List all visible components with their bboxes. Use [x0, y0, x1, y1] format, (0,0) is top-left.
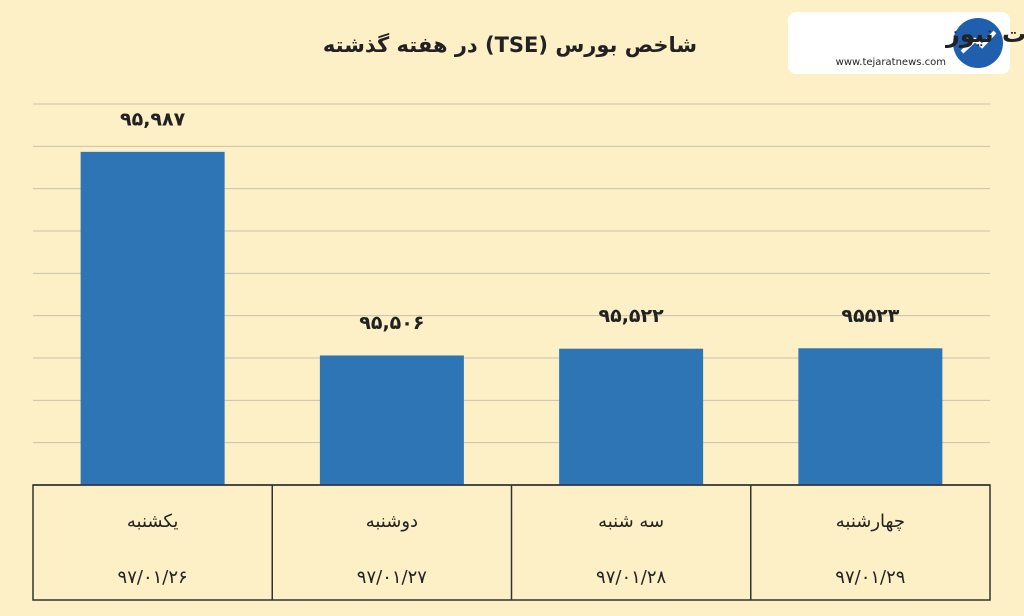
value-label: ۹۵,۵۰۶ — [359, 312, 424, 334]
date-label: ۹۷/۰۱/۲۹ — [835, 567, 905, 588]
logo-name: تجارت نیوز — [945, 20, 1024, 48]
date-label: ۹۷/۰۱/۲۸ — [596, 567, 666, 588]
bar — [798, 348, 943, 485]
logo: تجارت نیوز www.tejaratnews.com — [788, 12, 1024, 74]
value-label: ۹۵,۵۲۲ — [599, 305, 665, 327]
x-tick-label: سه شنبه — [598, 511, 664, 532]
x-tick-label: یکشنبه — [127, 511, 179, 532]
bar — [319, 355, 464, 485]
x-tick-label: چهارشنبه — [836, 511, 905, 532]
chart-title: شاخص بورس (TSE) در هفته گذشته — [323, 32, 697, 57]
x-tick-label: دوشنبه — [366, 511, 418, 532]
value-label: ۹۵,۹۸۷ — [120, 108, 186, 130]
logo-arrow — [960, 30, 997, 54]
bar — [80, 151, 225, 485]
logo-box — [788, 12, 1010, 74]
date-label: ۹۷/۰۱/۲۷ — [357, 567, 427, 588]
value-label: ۹۵۵۲۳ — [841, 305, 899, 327]
bar — [559, 348, 704, 485]
logo-url: www.tejaratnews.com — [836, 57, 946, 68]
date-label: ۹۷/۰۱/۲۶ — [118, 567, 188, 588]
